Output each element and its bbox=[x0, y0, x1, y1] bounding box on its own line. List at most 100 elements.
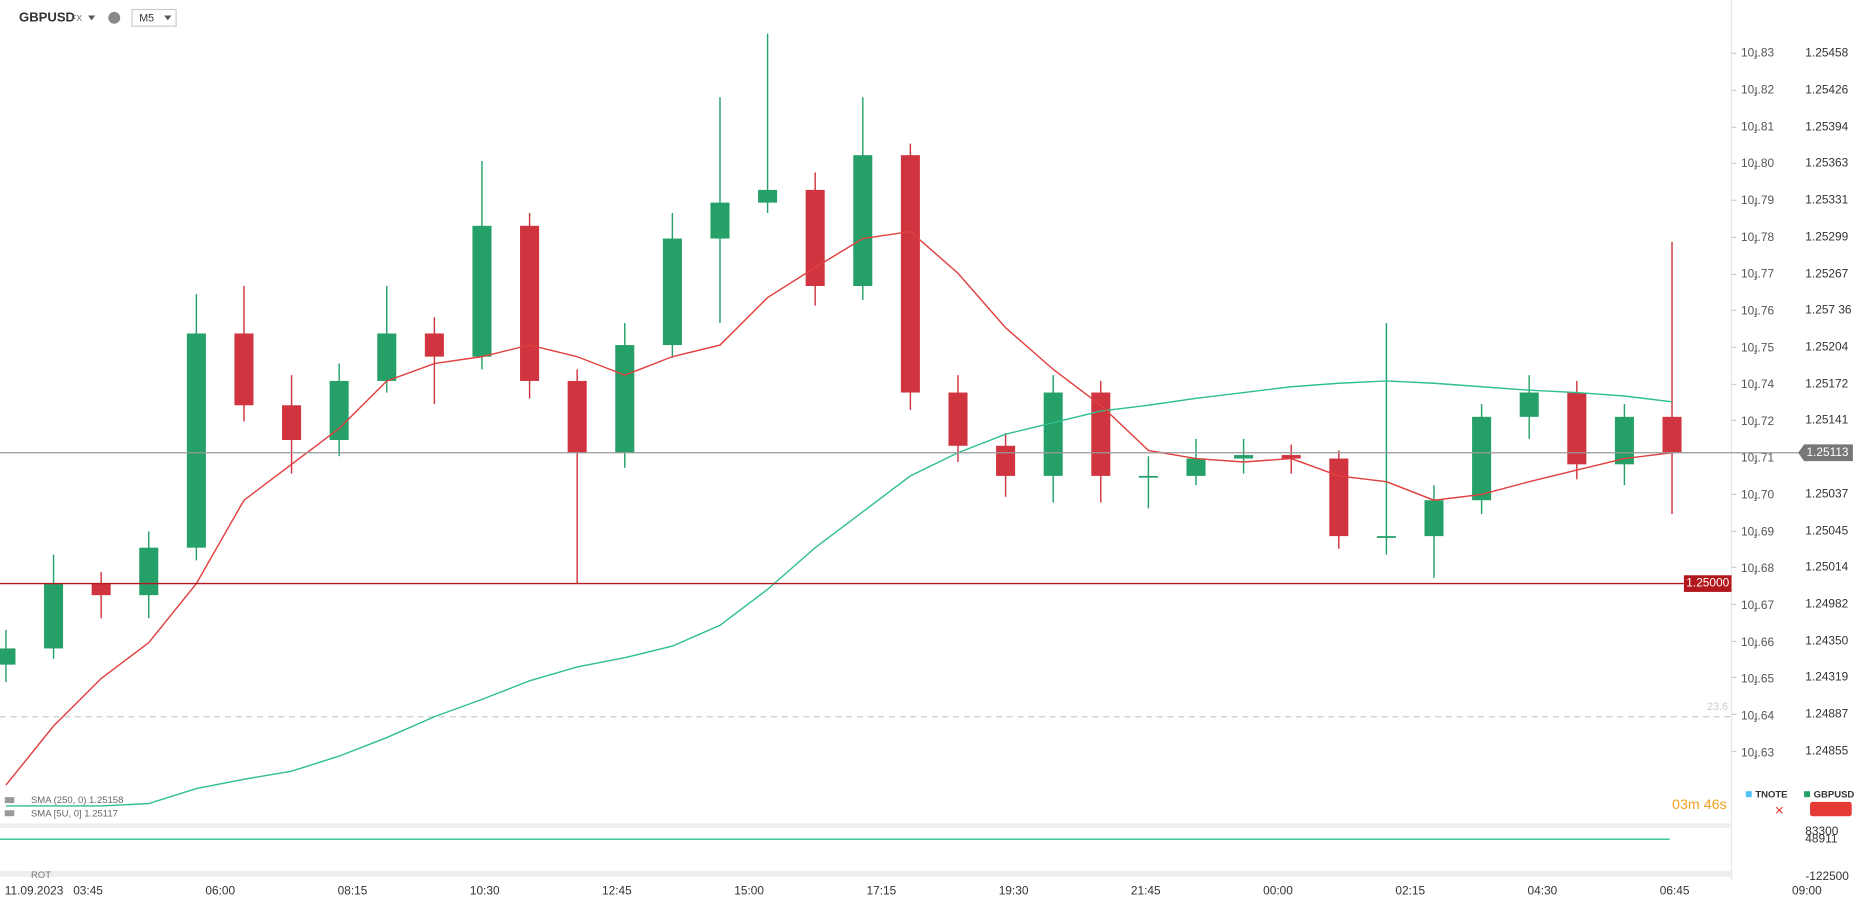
candle-body bbox=[1472, 416, 1492, 501]
legend-swatch bbox=[1804, 791, 1811, 798]
x-tick-label: 06:00 bbox=[205, 883, 235, 897]
y-tick-label: 1.25172 bbox=[1805, 377, 1848, 391]
candle-body bbox=[853, 155, 873, 287]
legend-entry[interactable]: GBPUSD bbox=[1814, 789, 1855, 800]
candle-body bbox=[1329, 458, 1349, 537]
x-tick-label: 19:30 bbox=[999, 883, 1029, 897]
y-tick-label: 1.25299 bbox=[1805, 230, 1848, 244]
indicator-name: ROT bbox=[31, 870, 51, 881]
candle-body bbox=[710, 202, 730, 239]
y-overlay-label: 10ɟ.69 bbox=[1741, 524, 1774, 538]
y-overlay-label: 10ɟ.71 bbox=[1741, 451, 1774, 465]
close-button[interactable] bbox=[1810, 801, 1852, 817]
panel-divider bbox=[0, 823, 1732, 829]
y-tick-label: 1.25363 bbox=[1805, 155, 1848, 169]
x-tick-label: 10:30 bbox=[470, 883, 500, 897]
y-tick-label: 1.25037 bbox=[1805, 487, 1848, 501]
y-overlay-label: 10ɟ.74 bbox=[1741, 377, 1774, 391]
candle-body bbox=[91, 583, 111, 596]
indicator-tick-label: 83300 bbox=[1805, 824, 1838, 838]
candle-body bbox=[996, 445, 1016, 476]
info-icon[interactable] bbox=[108, 11, 121, 24]
y-overlay-label: 10ɟ.82 bbox=[1741, 83, 1774, 97]
candle-body bbox=[1424, 500, 1444, 537]
y-overlay-label: 10ɟ.67 bbox=[1741, 598, 1774, 612]
y-overlay-label: 10ɟ.66 bbox=[1741, 635, 1774, 649]
legend-icon bbox=[4, 797, 15, 804]
y-tick-label: 1.25394 bbox=[1805, 120, 1848, 134]
symbol-dropdown[interactable] bbox=[88, 15, 96, 21]
candle-body bbox=[282, 405, 302, 441]
y-tick-label: 1.25458 bbox=[1805, 45, 1848, 59]
sma-line bbox=[5, 230, 1673, 786]
x-tick-label: 09:00 bbox=[1792, 883, 1822, 897]
interval: M5 bbox=[139, 12, 154, 24]
last-price-label: 1.25113 bbox=[1806, 445, 1848, 459]
indicator-tick-label: -122500 bbox=[1805, 869, 1849, 883]
y-tick-label: 1.24855 bbox=[1805, 744, 1848, 758]
y-overlay-label: 10ɟ.79 bbox=[1741, 193, 1774, 207]
candle-body bbox=[1567, 392, 1587, 465]
x-tick-label: 06:45 bbox=[1660, 883, 1690, 897]
y-tick-label: 1.24887 bbox=[1805, 707, 1848, 721]
level-label: 1.25000 bbox=[1686, 576, 1729, 590]
candle-body bbox=[1519, 392, 1539, 417]
last-price-badge bbox=[1798, 444, 1853, 462]
y-tick-label: 1.25331 bbox=[1805, 192, 1848, 206]
candle-body bbox=[1281, 455, 1301, 459]
y-overlay-label: 10ɟ.68 bbox=[1741, 561, 1774, 575]
candle-body bbox=[567, 380, 587, 453]
y-overlay-label: 10ɟ.83 bbox=[1741, 46, 1774, 60]
interval-box[interactable] bbox=[131, 8, 177, 27]
candle-body bbox=[1376, 536, 1396, 538]
y-tick-label: 1.257 36 bbox=[1805, 302, 1852, 316]
candle-body bbox=[329, 380, 349, 441]
y-overlay-label: 10ɟ.70 bbox=[1741, 488, 1774, 502]
x-tick-label: 12:45 bbox=[602, 883, 632, 897]
candle-body bbox=[377, 333, 397, 381]
y-tick-label: 1.24319 bbox=[1805, 670, 1848, 684]
candle-body bbox=[520, 225, 540, 381]
y-overlay-label: 10ɟ.76 bbox=[1741, 303, 1774, 317]
candle-body bbox=[1091, 392, 1111, 476]
date-label: 11.09.2023 bbox=[5, 883, 64, 897]
candle-body bbox=[1043, 392, 1063, 476]
y-overlay-label: 10ɟ.65 bbox=[1741, 672, 1774, 686]
candle-body bbox=[805, 189, 825, 287]
legend-icon bbox=[4, 810, 15, 817]
market: FX bbox=[71, 13, 82, 23]
timer: 03m 46s bbox=[1672, 797, 1727, 813]
panel-divider bbox=[0, 870, 1732, 877]
close-icon[interactable]: ✕ bbox=[1774, 804, 1784, 818]
candle-body bbox=[234, 333, 254, 406]
y-tick-label: 1.24350 bbox=[1805, 634, 1848, 648]
y-tick-label: 1.24982 bbox=[1805, 597, 1848, 611]
y-overlay-label: 10ɟ.64 bbox=[1741, 709, 1774, 723]
level-badge bbox=[1683, 575, 1732, 592]
legend-entry: SMA [5U, 0] 1.25117 bbox=[31, 808, 118, 819]
indicator-tick-label: 48911 bbox=[1805, 831, 1838, 845]
candle-body bbox=[1186, 458, 1206, 476]
y-overlay-label: 10ɟ.72 bbox=[1741, 414, 1774, 428]
x-tick-label: 17:15 bbox=[866, 883, 896, 897]
y-overlay-label: 10ɟ.80 bbox=[1741, 156, 1774, 170]
candle-body bbox=[44, 583, 64, 649]
candle-body bbox=[758, 189, 778, 203]
legend-entry[interactable]: TNOTE bbox=[1755, 789, 1787, 800]
x-tick-label: 15:00 bbox=[734, 883, 764, 897]
x-tick-label: 00:00 bbox=[1263, 883, 1293, 897]
y-overlay-label: 10ɟ.77 bbox=[1741, 267, 1774, 281]
candle-body bbox=[615, 345, 635, 453]
fib-label: 23.6 bbox=[1707, 701, 1728, 713]
x-tick-label: 03:45 bbox=[73, 883, 103, 897]
candle-body bbox=[1662, 416, 1682, 453]
candle-body bbox=[1138, 475, 1158, 478]
y-tick-label: 1.25204 bbox=[1805, 340, 1848, 354]
y-tick-label: 1.25426 bbox=[1805, 82, 1848, 96]
candle-body bbox=[900, 155, 920, 393]
y-tick-label: 1.25014 bbox=[1805, 560, 1848, 574]
y-overlay-label: 10ɟ.63 bbox=[1741, 745, 1774, 759]
sma-line bbox=[5, 380, 1673, 807]
x-tick-label: 04:30 bbox=[1528, 883, 1558, 897]
